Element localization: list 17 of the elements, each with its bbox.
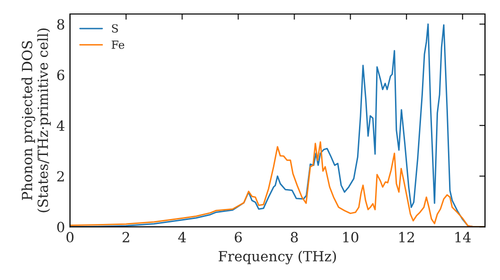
x-tick-label: 4 <box>178 232 186 242</box>
x-tick-label: 14 <box>455 232 471 242</box>
x-tick-label: 0 <box>66 232 74 242</box>
y-tick-label: 6 <box>57 70 64 80</box>
legend-label: S <box>112 24 118 33</box>
x-axis-title: Frequency (THz) <box>218 250 336 264</box>
legend-label: Fe <box>112 40 124 49</box>
y-tick-label: 4 <box>56 120 64 131</box>
y-tick-label: 2 <box>57 171 64 182</box>
y-tick-label: 0 <box>57 222 64 232</box>
y-tick-label: 8 <box>57 19 64 30</box>
x-tick-label: 10 <box>343 232 358 242</box>
x-tick-label: 2 <box>122 232 130 242</box>
x-tick-label: 8 <box>290 232 298 242</box>
x-tick-label: 12 <box>399 232 414 242</box>
x-tick-label: 6 <box>234 232 242 242</box>
y-axis-title: Phonon projected DOS (States/THz·primitive cell) <box>22 28 51 212</box>
